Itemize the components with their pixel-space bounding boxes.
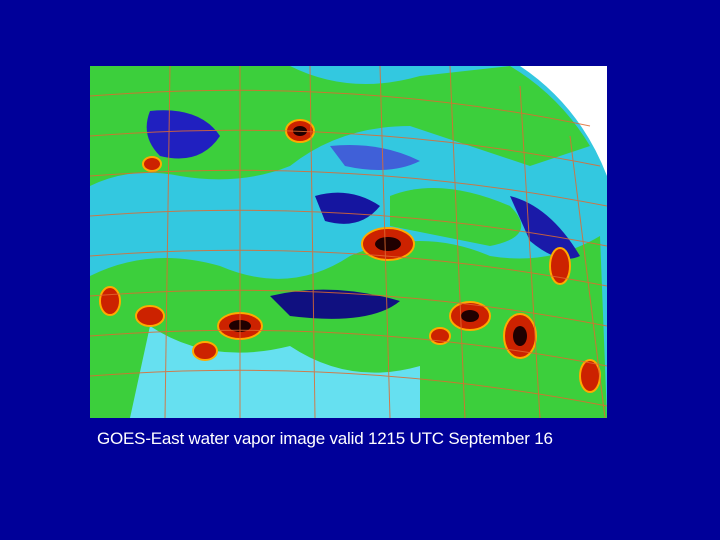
caption: GOES-East water vapor image valid 1215 U… [97, 429, 553, 448]
satellite-image [90, 66, 607, 418]
